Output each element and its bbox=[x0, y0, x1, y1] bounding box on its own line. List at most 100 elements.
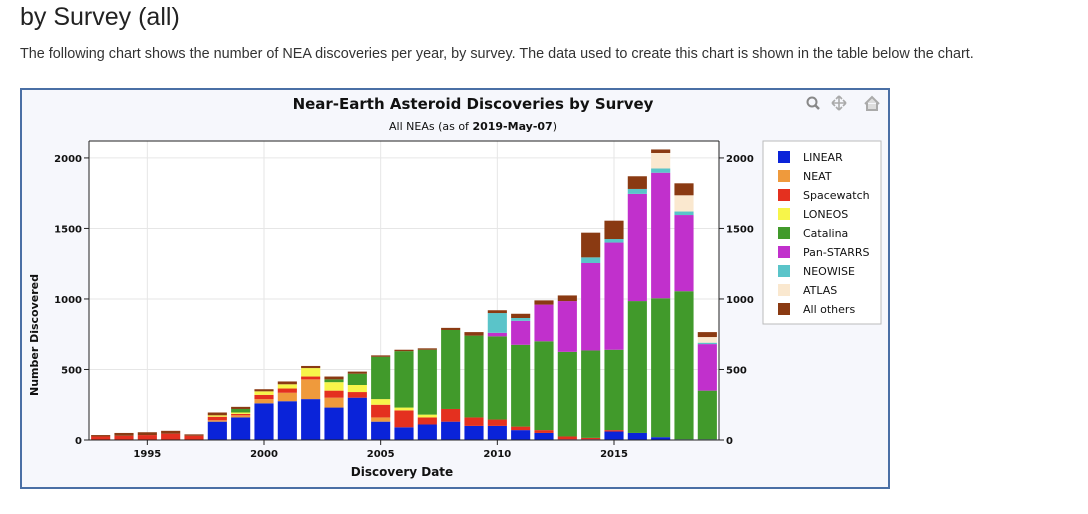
bar-spacewatch-2004[interactable] bbox=[347, 392, 367, 398]
bar-all-others-2017[interactable] bbox=[651, 149, 671, 153]
bar-catalina-2005[interactable] bbox=[371, 356, 391, 400]
bar-neat-2005[interactable] bbox=[371, 417, 391, 422]
legend-item-neat[interactable]: NEAT bbox=[778, 170, 832, 183]
bar-catalina-2014[interactable] bbox=[581, 350, 601, 438]
bar-spacewatch-2015[interactable] bbox=[604, 430, 624, 432]
bar-loneos-2006[interactable] bbox=[394, 407, 414, 411]
bar-all-others-2010[interactable] bbox=[487, 310, 507, 314]
bar-pan-starrs-2010[interactable] bbox=[487, 332, 507, 337]
bar-spacewatch-2002[interactable] bbox=[301, 376, 321, 380]
bar-atlas-2019[interactable] bbox=[697, 337, 717, 343]
bar-all-others-2012[interactable] bbox=[534, 300, 554, 305]
pan-tool[interactable] bbox=[831, 95, 847, 111]
bar-all-others-1999[interactable] bbox=[231, 406, 251, 409]
bar-catalina-1999[interactable] bbox=[231, 408, 251, 413]
bar-linear-2011[interactable] bbox=[511, 430, 531, 440]
bar-all-others-1994[interactable] bbox=[114, 432, 134, 436]
bar-linear-2015[interactable] bbox=[604, 431, 624, 440]
bar-all-others-2013[interactable] bbox=[557, 295, 577, 302]
bar-all-others-2014[interactable] bbox=[581, 232, 601, 258]
bar-catalina-2008[interactable] bbox=[441, 329, 461, 409]
bar-linear-2003[interactable] bbox=[324, 407, 344, 440]
bar-neowise-2016[interactable] bbox=[627, 188, 647, 194]
bar-all-others-2005[interactable] bbox=[371, 355, 391, 357]
bar-all-others-2000[interactable] bbox=[254, 389, 274, 392]
bar-all-others-2009[interactable] bbox=[464, 332, 484, 336]
bar-catalina-2013[interactable] bbox=[557, 351, 577, 437]
bar-catalina-2006[interactable] bbox=[394, 351, 414, 408]
bar-all-others-2019[interactable] bbox=[697, 332, 717, 338]
bar-catalina-2019[interactable] bbox=[697, 390, 717, 440]
bar-spacewatch-2006[interactable] bbox=[394, 410, 414, 428]
bar-catalina-2003[interactable] bbox=[324, 379, 344, 383]
legend-item-atlas[interactable]: ATLAS bbox=[778, 284, 837, 297]
bar-loneos-2007[interactable] bbox=[417, 414, 437, 418]
bar-spacewatch-1999[interactable] bbox=[231, 413, 251, 416]
legend-item-all-others[interactable]: All others bbox=[778, 303, 855, 316]
bar-linear-2009[interactable] bbox=[464, 425, 484, 440]
bar-loneos-2002[interactable] bbox=[301, 368, 321, 377]
bar-linear-2007[interactable] bbox=[417, 424, 437, 440]
bar-linear-2006[interactable] bbox=[394, 427, 414, 440]
bar-linear-2001[interactable] bbox=[277, 401, 297, 440]
bar-spacewatch-2011[interactable] bbox=[511, 426, 531, 431]
bar-spacewatch-2007[interactable] bbox=[417, 417, 437, 425]
bar-all-others-2001[interactable] bbox=[277, 381, 297, 385]
bar-loneos-1998[interactable] bbox=[207, 415, 227, 417]
bar-spacewatch-1993[interactable] bbox=[91, 436, 111, 440]
bar-neat-1999[interactable] bbox=[231, 415, 251, 418]
legend-item-loneos[interactable]: LONEOS bbox=[778, 208, 848, 221]
legend-item-linear[interactable]: LINEAR bbox=[778, 151, 843, 164]
bar-catalina-2015[interactable] bbox=[604, 349, 624, 431]
bar-loneos-2004[interactable] bbox=[347, 384, 367, 393]
bar-spacewatch-2001[interactable] bbox=[277, 388, 297, 393]
bar-neowise-2014[interactable] bbox=[581, 257, 601, 263]
bar-catalina-2017[interactable] bbox=[651, 298, 671, 438]
bar-catalina-2016[interactable] bbox=[627, 301, 647, 433]
bar-atlas-2017[interactable] bbox=[651, 152, 671, 169]
bar-pan-starrs-2017[interactable] bbox=[651, 172, 671, 299]
bar-all-others-2016[interactable] bbox=[627, 176, 647, 189]
bar-all-others-2006[interactable] bbox=[394, 349, 414, 352]
bar-linear-2005[interactable] bbox=[371, 421, 391, 440]
bar-spacewatch-2013[interactable] bbox=[557, 436, 577, 440]
bar-pan-starrs-2019[interactable] bbox=[697, 344, 717, 391]
bar-linear-1998[interactable] bbox=[207, 421, 227, 440]
bar-pan-starrs-2015[interactable] bbox=[604, 242, 624, 350]
bar-neat-2003[interactable] bbox=[324, 397, 344, 408]
bar-catalina-2012[interactable] bbox=[534, 341, 554, 431]
bar-linear-2012[interactable] bbox=[534, 432, 554, 440]
bar-neat-1998[interactable] bbox=[207, 420, 227, 422]
bar-linear-2000[interactable] bbox=[254, 403, 274, 440]
bar-neowise-2017[interactable] bbox=[651, 168, 671, 173]
legend-item-neowise[interactable]: NEOWISE bbox=[778, 265, 855, 278]
bar-catalina-2010[interactable] bbox=[487, 336, 507, 420]
bar-spacewatch-2014[interactable] bbox=[581, 437, 601, 440]
bar-spacewatch-2012[interactable] bbox=[534, 430, 554, 433]
bar-all-others-1996[interactable] bbox=[161, 430, 181, 434]
bar-all-others-1998[interactable] bbox=[207, 412, 227, 416]
bar-atlas-2018[interactable] bbox=[674, 195, 694, 212]
bar-spacewatch-2000[interactable] bbox=[254, 394, 274, 400]
bar-spacewatch-1996[interactable] bbox=[161, 433, 181, 440]
bar-all-others-1995[interactable] bbox=[137, 432, 157, 436]
bar-all-others-2007[interactable] bbox=[417, 348, 437, 350]
bar-neowise-2011[interactable] bbox=[511, 318, 531, 321]
bar-all-others-2003[interactable] bbox=[324, 376, 344, 380]
bar-spacewatch-1994[interactable] bbox=[114, 435, 134, 440]
legend-item-catalina[interactable]: Catalina bbox=[778, 227, 848, 240]
bar-linear-2008[interactable] bbox=[441, 421, 461, 440]
bar-pan-starrs-2012[interactable] bbox=[534, 304, 554, 342]
bar-catalina-2004[interactable] bbox=[347, 373, 367, 385]
bar-all-others-2004[interactable] bbox=[347, 371, 367, 374]
bar-loneos-2000[interactable] bbox=[254, 391, 274, 395]
bar-pan-starrs-2016[interactable] bbox=[627, 193, 647, 302]
zoom-tool[interactable] bbox=[806, 96, 820, 110]
bar-all-others-1997[interactable] bbox=[184, 434, 204, 436]
bar-spacewatch-2009[interactable] bbox=[464, 417, 484, 426]
bar-pan-starrs-2014[interactable] bbox=[581, 262, 601, 351]
bar-neowise-2018[interactable] bbox=[674, 211, 694, 216]
bar-spacewatch-1997[interactable] bbox=[184, 435, 204, 440]
bar-linear-2010[interactable] bbox=[487, 425, 507, 440]
legend-item-pan-starrs[interactable]: Pan-STARRS bbox=[778, 246, 869, 259]
